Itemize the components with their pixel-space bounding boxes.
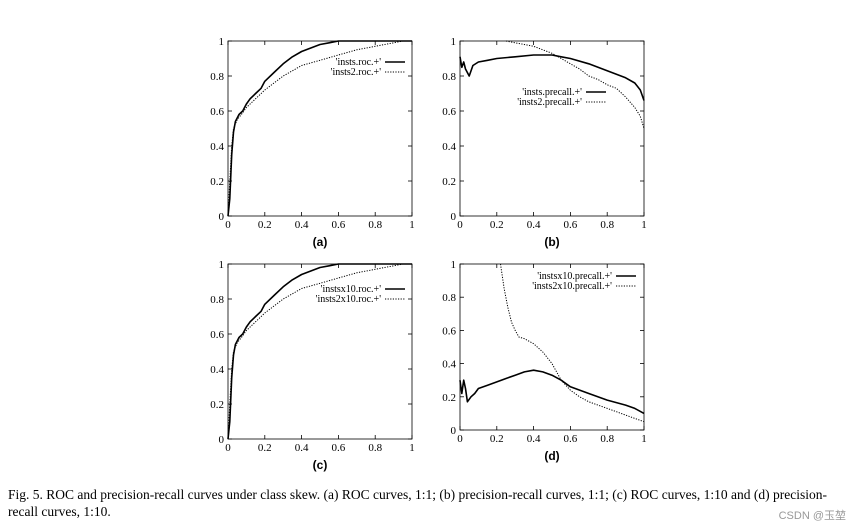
series-line-solid xyxy=(459,369,645,415)
legend-label: 'insts2.roc.+' xyxy=(331,67,382,78)
x-tick-label: 1 xyxy=(409,219,415,231)
series-line-dotted xyxy=(227,40,412,217)
legend-label: 'insts.precall.+' xyxy=(522,87,582,98)
series-line-solid xyxy=(459,54,645,101)
y-tick-label: 0 xyxy=(219,211,225,223)
legend-label: 'insts.roc.+' xyxy=(336,57,382,68)
chart-panel-a: 0 0.2 0.4 0.6 0.8 1 0 0.2 0.4 0.6 0.8 1 'insts.roc.+… xyxy=(210,36,415,249)
x-tick-label: 0 xyxy=(457,219,463,231)
x-tick-label: 0.4 xyxy=(295,219,309,231)
y-tick-label: 0.8 xyxy=(442,292,456,304)
series-line-dotted xyxy=(227,263,412,440)
x-tick-label: 0.2 xyxy=(490,433,504,445)
panel-label: (d) xyxy=(544,449,559,463)
plot-frame xyxy=(459,263,645,431)
panel-label: (a) xyxy=(313,235,328,249)
x-tick-label: 0.6 xyxy=(564,433,578,445)
figure-canvas: 0 0.2 0.4 0.6 0.8 1 0 0.2 0.4 0.6 0.8 1 'insts.roc.+… xyxy=(210,36,647,472)
y-tick-label: 0.8 xyxy=(210,71,224,83)
watermark: CSDN @玉堃 xyxy=(778,510,846,522)
legend-label: 'instsx10.roc.+' xyxy=(321,284,382,295)
y-tick-label: 0.8 xyxy=(442,71,456,83)
legend-label: 'insts2x10.roc.+' xyxy=(316,294,382,305)
x-tick-label: 0.2 xyxy=(258,442,272,454)
y-tick-label: 0.6 xyxy=(210,329,224,341)
y-tick-label: 0.2 xyxy=(442,176,456,188)
y-tick-label: 0.6 xyxy=(442,106,456,118)
chart-panel-c: 0 0.2 0.4 0.6 0.8 1 0 0.2 0.4 0.6 0.8 1 'instsx10.ro… xyxy=(210,259,415,472)
y-tick-label: 0.4 xyxy=(442,359,456,371)
x-tick-label: 0.8 xyxy=(600,433,614,445)
figure-caption: Fig. 5. ROC and precision-recall curves … xyxy=(8,487,828,519)
x-tick-label: 0.4 xyxy=(295,442,309,454)
panel-label: (c) xyxy=(313,458,328,472)
y-tick-label: 0.4 xyxy=(442,141,456,153)
x-tick-label: 0 xyxy=(225,442,231,454)
y-tick-label: 0.8 xyxy=(210,294,224,306)
legend-label: 'insts2.precall.+' xyxy=(517,97,582,108)
x-tick-label: 0.8 xyxy=(368,442,382,454)
plot-frame xyxy=(227,263,413,440)
x-tick-label: 0.8 xyxy=(600,219,614,231)
x-tick-label: 0.6 xyxy=(564,219,578,231)
chart-panel-d: 0 0.2 0.4 0.6 0.8 1 0 0.2 0.4 0.6 0.8 1 'instsx10.pr… xyxy=(442,259,647,463)
x-tick-label: 1 xyxy=(641,219,647,231)
x-tick-label: 0.4 xyxy=(527,219,541,231)
y-tick-label: 0.6 xyxy=(210,106,224,118)
series-line-solid xyxy=(227,263,412,440)
x-tick-label: 0.2 xyxy=(258,219,272,231)
y-tick-label: 1 xyxy=(219,259,225,271)
x-tick-label: 0 xyxy=(225,219,231,231)
y-tick-label: 0.2 xyxy=(210,399,224,411)
y-tick-label: 0 xyxy=(451,211,457,223)
x-tick-label: 1 xyxy=(641,433,647,445)
series-line-dotted xyxy=(505,40,645,129)
plot-frame xyxy=(227,40,413,217)
x-tick-label: 0 xyxy=(457,433,463,445)
series-line-dotted xyxy=(500,263,645,423)
y-tick-label: 0.2 xyxy=(210,176,224,188)
x-tick-label: 0.6 xyxy=(332,219,346,231)
plot-frame xyxy=(459,40,645,217)
y-tick-label: 0.4 xyxy=(210,141,224,153)
series-line-solid xyxy=(227,40,412,217)
x-tick-label: 1 xyxy=(409,442,415,454)
x-tick-label: 0.6 xyxy=(332,442,346,454)
y-tick-label: 1 xyxy=(451,259,457,271)
legend-label: 'insts2x10.precall.+' xyxy=(532,281,612,292)
x-tick-label: 0.8 xyxy=(368,219,382,231)
x-tick-label: 0.4 xyxy=(527,433,541,445)
legend-label: 'instsx10.precall.+' xyxy=(537,271,612,282)
y-tick-label: 0.4 xyxy=(210,364,224,376)
y-tick-label: 0.6 xyxy=(442,325,456,337)
x-tick-label: 0.2 xyxy=(490,219,504,231)
y-tick-label: 0 xyxy=(451,425,457,437)
y-tick-label: 0.2 xyxy=(442,392,456,404)
y-tick-label: 1 xyxy=(219,36,225,48)
y-tick-label: 0 xyxy=(219,434,225,446)
y-tick-label: 1 xyxy=(451,36,457,48)
panel-label: (b) xyxy=(544,235,559,249)
chart-panel-b: 0 0.2 0.4 0.6 0.8 1 0 0.2 0.4 0.6 0.8 1 'insts.preca… xyxy=(442,36,647,249)
